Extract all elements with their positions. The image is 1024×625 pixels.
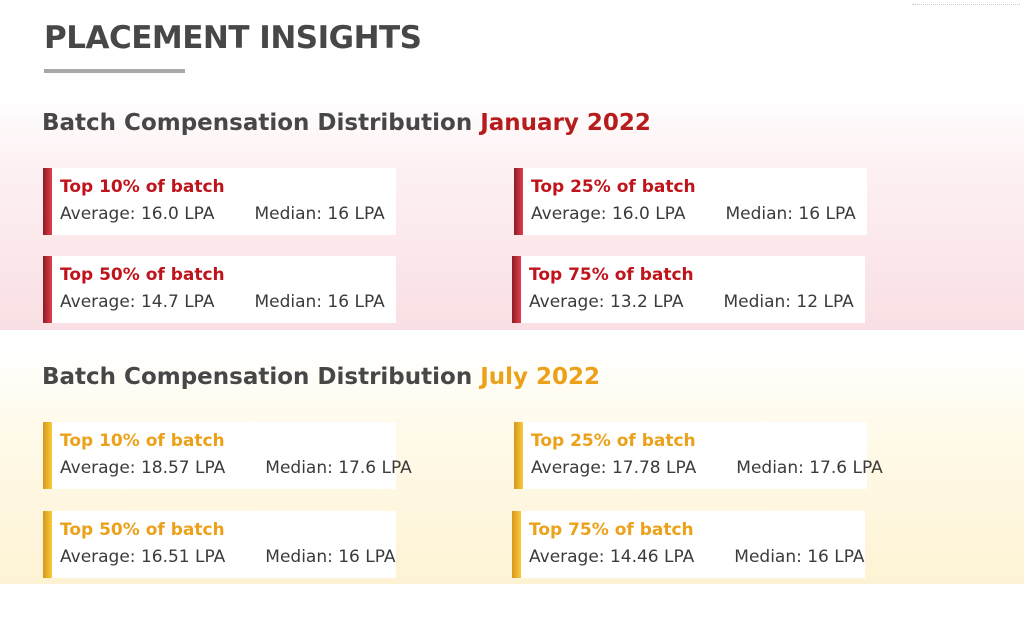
stat-card-top-25: Top 25% of batch Average: 17.78 LPA Media… [514, 422, 883, 489]
average-value: Average: 16.51 LPA [60, 547, 226, 567]
average-value: Average: 16.0 LPA [531, 204, 686, 224]
section-july-2022: Batch Compensation Distribution July 202… [0, 346, 1024, 584]
title-underline [44, 69, 185, 73]
median-value: Median: 16 LPA [254, 292, 385, 312]
section-heading: Batch Compensation Distribution January … [42, 110, 651, 136]
median-value: Median: 16 LPA [725, 204, 856, 224]
stat-card-top-10: Top 10% of batch Average: 18.57 LPA Media… [43, 422, 412, 489]
card-stats: Average: 18.57 LPA Median: 17.6 LPA [60, 456, 412, 480]
card-title: Top 75% of batch [529, 265, 694, 285]
median-value: Median: 17.6 LPA [736, 458, 883, 478]
section-january-2022: Batch Compensation Distribution January … [0, 96, 1024, 330]
page-title: PLACEMENT INSIGHTS [44, 20, 422, 56]
card-stats: Average: 16.0 LPA Median: 16 LPA [60, 202, 396, 226]
section-heading-prefix: Batch Compensation Distribution [42, 364, 473, 390]
card-stats: Average: 16.51 LPA Median: 16 LPA [60, 545, 396, 569]
card-title: Top 25% of batch [531, 431, 696, 451]
stat-card-top-50: Top 50% of batch Average: 16.51 LPA Media… [43, 511, 396, 578]
median-value: Median: 12 LPA [723, 292, 854, 312]
card-title: Top 10% of batch [60, 177, 225, 197]
card-title: Top 50% of batch [60, 520, 225, 540]
section-heading-period: July 2022 [480, 364, 601, 390]
median-value: Median: 16 LPA [254, 204, 385, 224]
card-stats: Average: 16.0 LPA Median: 16 LPA [531, 202, 867, 226]
decorative-divider [912, 0, 1020, 5]
card-stats: Average: 17.78 LPA Median: 17.6 LPA [531, 456, 883, 480]
average-value: Average: 14.7 LPA [60, 292, 215, 312]
card-stats: Average: 13.2 LPA Median: 12 LPA [529, 290, 865, 314]
card-title: Top 10% of batch [60, 431, 225, 451]
average-value: Average: 14.46 LPA [529, 547, 695, 567]
section-heading-prefix: Batch Compensation Distribution [42, 110, 473, 136]
average-value: Average: 18.57 LPA [60, 458, 226, 478]
stat-card-top-75: Top 75% of batch Average: 14.46 LPA Media… [512, 511, 865, 578]
section-heading-period: January 2022 [480, 110, 651, 136]
stat-card-top-10: Top 10% of batch Average: 16.0 LPA Median… [43, 168, 396, 235]
average-value: Average: 16.0 LPA [60, 204, 215, 224]
card-stats: Average: 14.46 LPA Median: 16 LPA [529, 545, 865, 569]
stat-card-top-50: Top 50% of batch Average: 14.7 LPA Median… [43, 256, 396, 323]
stat-card-top-25: Top 25% of batch Average: 16.0 LPA Median… [514, 168, 867, 235]
median-value: Median: 17.6 LPA [265, 458, 412, 478]
section-heading: Batch Compensation Distribution July 202… [42, 364, 600, 390]
card-title: Top 75% of batch [529, 520, 694, 540]
average-value: Average: 13.2 LPA [529, 292, 684, 312]
stat-card-top-75: Top 75% of batch Average: 13.2 LPA Median… [512, 256, 865, 323]
card-title: Top 50% of batch [60, 265, 225, 285]
median-value: Median: 16 LPA [734, 547, 865, 567]
card-stats: Average: 14.7 LPA Median: 16 LPA [60, 290, 396, 314]
average-value: Average: 17.78 LPA [531, 458, 697, 478]
median-value: Median: 16 LPA [265, 547, 396, 567]
card-title: Top 25% of batch [531, 177, 696, 197]
